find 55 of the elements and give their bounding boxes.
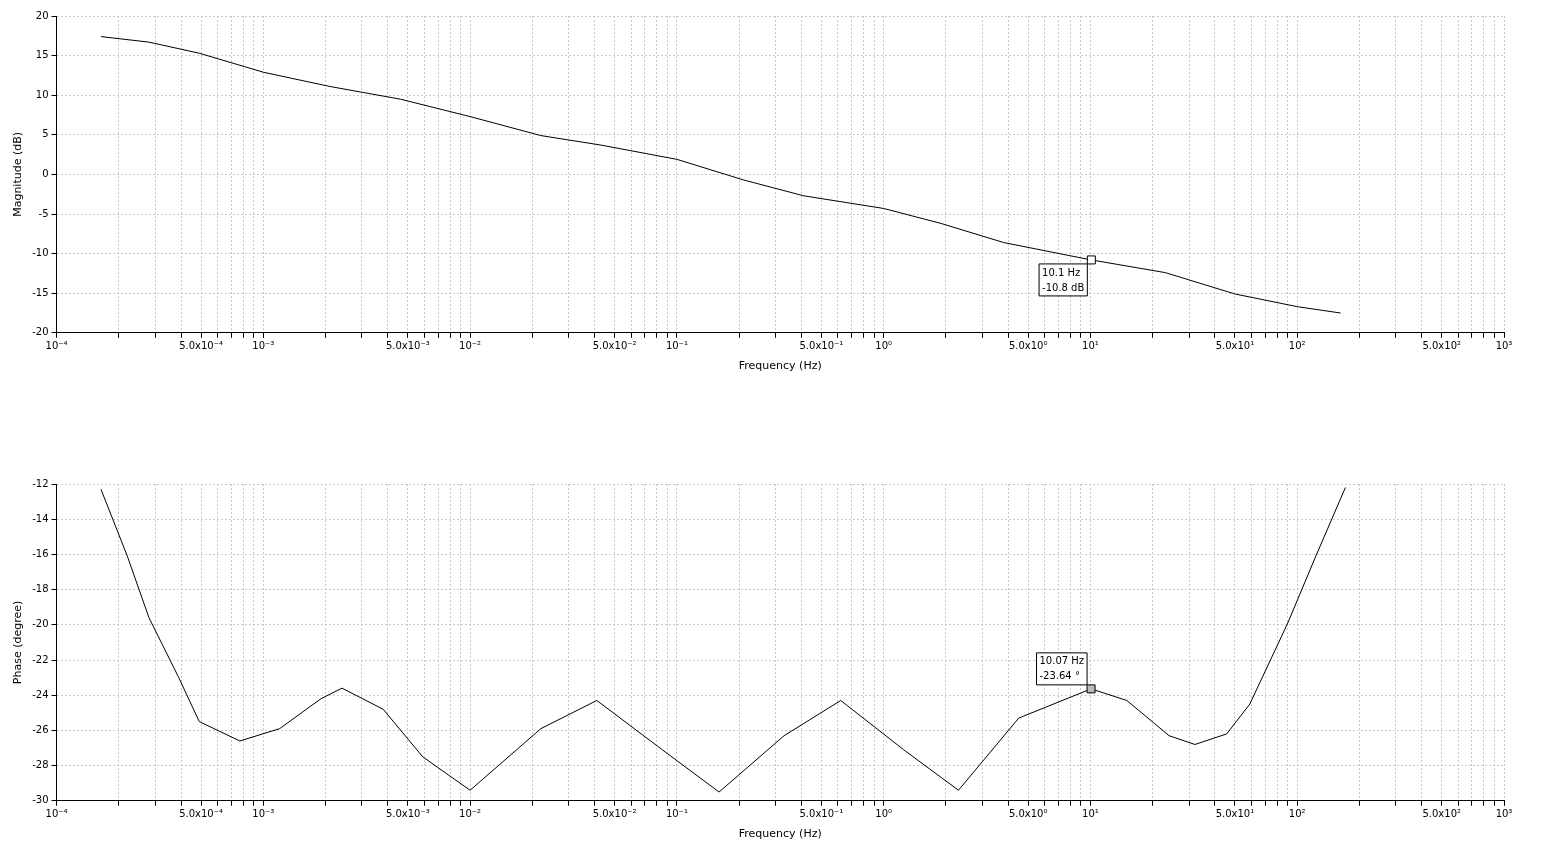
y-tick-label: -22 xyxy=(32,653,49,665)
y-tick-label: -26 xyxy=(32,723,49,735)
x-tick-label: 10⁻⁴ xyxy=(45,340,68,352)
x-tick-label: 10¹ xyxy=(1082,808,1099,820)
y-axis-title: Magnitude (dB) xyxy=(11,131,25,217)
x-tick-label: 10² xyxy=(1288,340,1306,352)
x-tick-label: 10⁰ xyxy=(875,340,893,352)
x-axis-title: Frequency (Hz) xyxy=(738,359,822,373)
x-tick-label: 5.0x10⁻² xyxy=(592,808,637,820)
x-tick-label: 10² xyxy=(1288,808,1306,820)
x-tick-label: 5.0x10⁻³ xyxy=(385,808,430,820)
y-tick-label: 0 xyxy=(42,167,49,179)
x-tick-label: 10⁻⁴ xyxy=(45,808,68,820)
y-tick-label: -18 xyxy=(32,583,49,595)
x-tick-label: 10⁻¹ xyxy=(665,808,688,820)
x-tick-label: 10⁻² xyxy=(459,808,482,820)
x-tick-label: 5.0x10¹ xyxy=(1215,808,1255,820)
y-tick-label: 20 xyxy=(35,9,49,21)
y-tick-label: 10 xyxy=(35,88,49,100)
y-tick-label: -20 xyxy=(32,618,49,630)
y-tick-label: -24 xyxy=(32,688,49,700)
x-tick-label: 5.0x10⁻¹ xyxy=(799,340,844,352)
x-tick-label: 5.0x10² xyxy=(1422,340,1462,352)
annotation: 10.1 Hz -10.8 dB xyxy=(1042,266,1085,293)
x-tick-label: 5.0x10⁰ xyxy=(1008,340,1048,352)
y-tick-label: -14 xyxy=(32,512,49,524)
y-axis-title: Phase (degree) xyxy=(11,600,25,685)
x-tick-label: 10¹ xyxy=(1082,340,1099,352)
x-tick-label: 5.0x10⁻³ xyxy=(385,340,430,352)
y-tick-label: -28 xyxy=(32,759,49,771)
x-tick-label: 5.0x10⁻⁴ xyxy=(179,808,223,820)
x-tick-label: 10⁻³ xyxy=(252,808,275,820)
x-tick-label: 10³ xyxy=(1495,340,1513,352)
y-tick-label: 15 xyxy=(35,49,49,61)
y-tick-label: -5 xyxy=(38,207,49,219)
y-tick-label: -30 xyxy=(32,794,49,806)
x-tick-label: 5.0x10⁻² xyxy=(592,340,637,352)
x-tick-label: 5.0x10² xyxy=(1422,808,1462,820)
x-axis-title: Frequency (Hz) xyxy=(738,827,822,841)
x-tick-label: 10³ xyxy=(1495,808,1513,820)
x-tick-label: 5.0x10⁻¹ xyxy=(799,808,844,820)
y-tick-label: -15 xyxy=(32,286,49,298)
x-tick-label: 5.0x10¹ xyxy=(1215,340,1255,352)
annotation: 10.07 Hz -23.64 ° xyxy=(1039,655,1085,682)
x-tick-label: 10⁻² xyxy=(459,340,482,352)
x-tick-label: 5.0x10⁰ xyxy=(1008,808,1048,820)
y-tick-label: -12 xyxy=(32,477,49,489)
x-tick-label: 10⁰ xyxy=(875,808,893,820)
y-tick-label: -16 xyxy=(32,547,49,559)
x-tick-label: 5.0x10⁻⁴ xyxy=(179,340,223,352)
x-tick-label: 10⁻¹ xyxy=(665,340,688,352)
x-tick-label: 10⁻³ xyxy=(252,340,275,352)
y-tick-label: -20 xyxy=(32,326,49,338)
y-tick-label: -10 xyxy=(32,247,49,259)
y-tick-label: 5 xyxy=(42,128,49,140)
